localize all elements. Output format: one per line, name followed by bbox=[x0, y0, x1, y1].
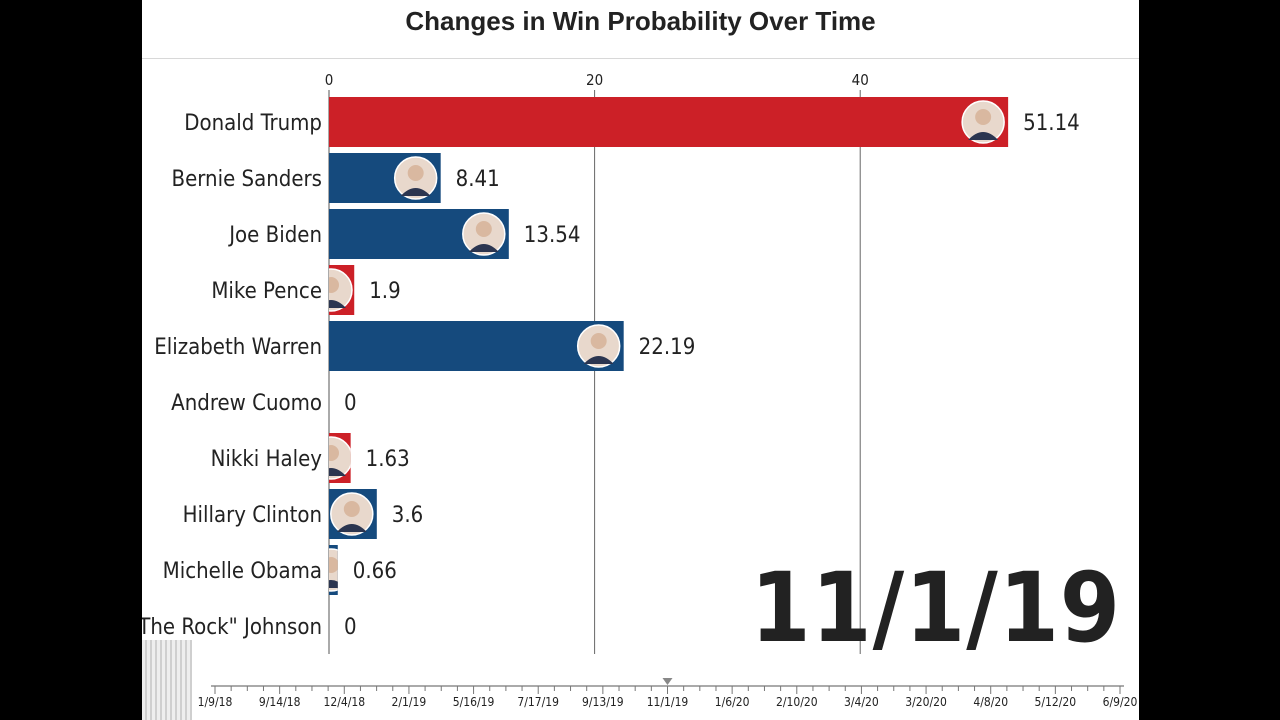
timeline-tick-label: 3/20/20 bbox=[905, 695, 947, 709]
timeline-tick-label: 6/9/20 bbox=[1103, 695, 1138, 709]
value-label-elizabeth-warren: 22.19 bbox=[639, 335, 696, 360]
x-tick-label-40: 40 bbox=[852, 71, 869, 89]
timeline-tick-label: 9/13/19 bbox=[582, 695, 624, 709]
avatar-nikki-haley bbox=[329, 436, 351, 480]
category-label-nikki-haley: Nikki Haley bbox=[211, 447, 323, 472]
avatar-michelle-obama bbox=[329, 548, 338, 592]
value-label-michelle-obama: 0.66 bbox=[353, 559, 397, 584]
timeline-tick-label: 4/8/20 bbox=[973, 695, 1008, 709]
timeline-tick-label: 5/16/19 bbox=[453, 695, 495, 709]
value-label-hillary-clinton: 3.6 bbox=[392, 503, 423, 528]
avatar-hillary-clinton bbox=[330, 492, 374, 536]
category-label-dwayne-the-rock-johnson: Dwayne "The Rock" Johnson bbox=[142, 615, 322, 640]
category-label-andrew-cuomo: Andrew Cuomo bbox=[171, 391, 322, 416]
timeline-layer: 1/9/18 9/14/18 12/4/18 2/1/19 5/16/19 7/17/19… bbox=[198, 678, 1138, 709]
timeline-tick-label: 5/12/20 bbox=[1035, 695, 1077, 709]
timeline-tick-label: 1/6/20 bbox=[715, 695, 750, 709]
value-label-dwayne-the-rock-johnson: 0 bbox=[344, 615, 357, 640]
avatar-elizabeth-warren bbox=[576, 324, 621, 368]
timeline-tick-label: 2/1/19 bbox=[392, 695, 427, 709]
value-label-andrew-cuomo: 0 bbox=[344, 391, 357, 416]
timeline-tick-label: 9/14/18 bbox=[259, 695, 301, 709]
timeline-current-marker bbox=[662, 678, 673, 685]
value-label-bernie-sanders: 8.41 bbox=[456, 167, 500, 192]
category-label-elizabeth-warren: Elizabeth Warren bbox=[154, 335, 322, 360]
corner-pattern bbox=[142, 640, 192, 720]
x-tick-label-20: 20 bbox=[586, 71, 603, 89]
bar-donald-trump bbox=[329, 97, 1009, 147]
timeline-tick-label: 11/1/19 bbox=[647, 695, 689, 709]
bar-elizabeth-warren bbox=[329, 321, 624, 371]
timeline-tick-label: 2/10/20 bbox=[776, 695, 818, 709]
category-label-michelle-obama: Michelle Obama bbox=[163, 559, 322, 584]
category-label-mike-pence: Mike Pence bbox=[211, 279, 322, 304]
category-label-joe-biden: Joe Biden bbox=[227, 223, 322, 248]
timeline-tick-label: 7/17/19 bbox=[517, 695, 559, 709]
value-label-joe-biden: 13.54 bbox=[524, 223, 581, 248]
value-label-donald-trump: 51.14 bbox=[1023, 111, 1080, 136]
x-tick-label-0: 0 bbox=[325, 71, 334, 89]
avatar-joe-biden bbox=[462, 212, 506, 256]
category-label-donald-trump: Donald Trump bbox=[184, 111, 322, 136]
timeline-tick-label: 12/4/18 bbox=[323, 695, 365, 709]
chart-panel: Changes in Win Probability Over Time 0 20… bbox=[142, 0, 1139, 720]
timeline-tick-label: 1/9/18 bbox=[198, 695, 233, 709]
title-divider bbox=[142, 58, 1139, 59]
label-layer: Donald Trump 51.14 Bernie Sanders 8.41 Joe B… bbox=[142, 111, 1080, 640]
avatar-bernie-sanders bbox=[393, 156, 438, 200]
bar-layer bbox=[329, 97, 1009, 595]
category-label-bernie-sanders: Bernie Sanders bbox=[172, 167, 322, 192]
current-date-label: 11/1/19 bbox=[750, 552, 1121, 664]
avatar-mike-pence bbox=[329, 268, 353, 312]
category-label-hillary-clinton: Hillary Clinton bbox=[183, 503, 322, 528]
bar-chart: 0 20 40 Donald Trump 51.14 Bernie Sanders 8.4… bbox=[142, 71, 1138, 709]
chart-title: Changes in Win Probability Over Time bbox=[405, 6, 876, 36]
value-label-nikki-haley: 1.63 bbox=[366, 447, 410, 472]
avatar-donald-trump bbox=[961, 100, 1005, 144]
timeline-tick-label: 3/4/20 bbox=[844, 695, 879, 709]
value-label-mike-pence: 1.9 bbox=[369, 279, 400, 304]
